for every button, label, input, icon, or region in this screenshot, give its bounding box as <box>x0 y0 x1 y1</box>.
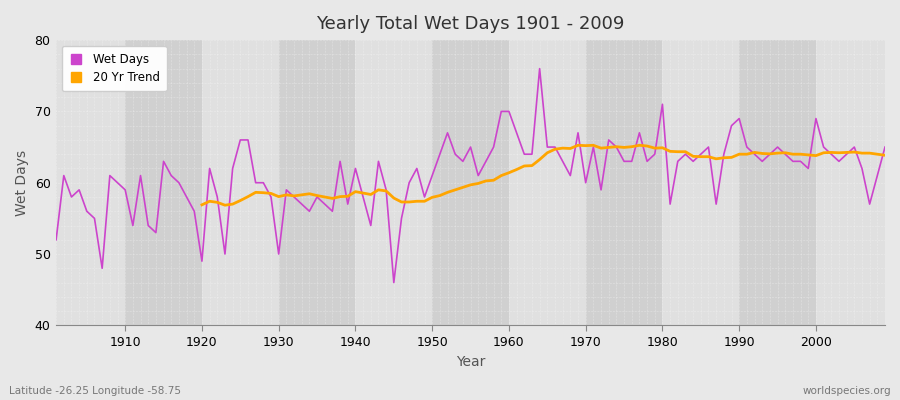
Bar <box>432 40 508 325</box>
Line: 20 Yr Trend: 20 Yr Trend <box>202 145 885 205</box>
Text: worldspecies.org: worldspecies.org <box>803 386 891 396</box>
Wet Days <box>389 280 400 285</box>
Line: Wet Days: Wet Days <box>56 69 885 282</box>
Bar <box>56 40 125 325</box>
Bar <box>816 40 885 325</box>
Bar <box>586 40 662 325</box>
20 Yr Trend <box>327 196 338 201</box>
20 Yr Trend <box>496 173 507 178</box>
20 Yr Trend <box>596 146 607 150</box>
Bar <box>356 40 432 325</box>
20 Yr Trend <box>879 153 890 158</box>
Text: Latitude -26.25 Longitude -58.75: Latitude -26.25 Longitude -58.75 <box>9 386 181 396</box>
Y-axis label: Wet Days: Wet Days <box>15 150 29 216</box>
Wet Days <box>503 109 514 114</box>
Wet Days <box>112 180 123 185</box>
Bar <box>508 40 586 325</box>
Bar <box>739 40 816 325</box>
Wet Days <box>327 209 338 214</box>
Wet Days <box>511 130 522 135</box>
Bar <box>662 40 739 325</box>
Wet Days <box>879 145 890 150</box>
Wet Days <box>50 237 61 242</box>
Wet Days <box>281 188 292 192</box>
Bar <box>279 40 356 325</box>
Legend: Wet Days, 20 Yr Trend: Wet Days, 20 Yr Trend <box>62 46 166 91</box>
Title: Yearly Total Wet Days 1901 - 2009: Yearly Total Wet Days 1901 - 2009 <box>317 15 625 33</box>
20 Yr Trend <box>281 192 292 197</box>
Wet Days <box>611 145 622 150</box>
X-axis label: Year: Year <box>456 355 485 369</box>
20 Yr Trend <box>503 170 514 175</box>
Wet Days <box>535 66 545 71</box>
Bar <box>202 40 279 325</box>
Bar <box>125 40 202 325</box>
